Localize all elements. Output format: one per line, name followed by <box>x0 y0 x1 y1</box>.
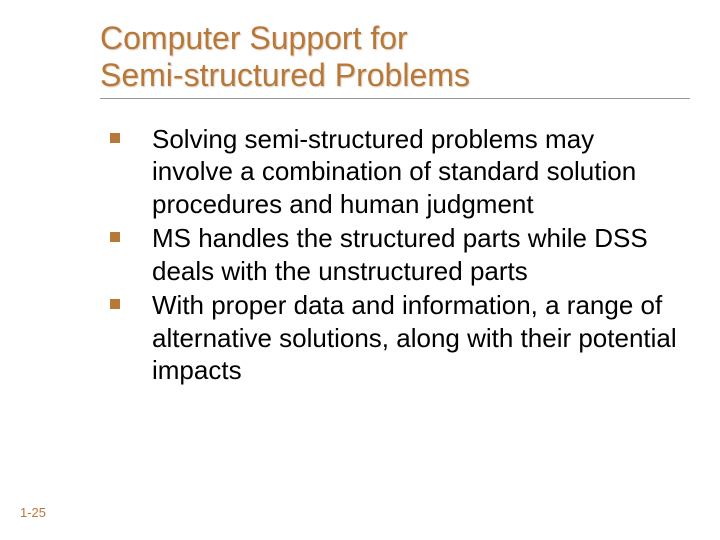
bullet-text: With proper data and information, a rang… <box>152 290 677 385</box>
list-item: MS handles the structured parts while DS… <box>110 222 680 287</box>
slide-title: Computer Support for Semi-structured Pro… <box>100 20 690 94</box>
square-bullet-icon <box>110 133 120 143</box>
title-underline <box>100 98 690 99</box>
title-line-2: Semi-structured Problems <box>100 57 470 93</box>
square-bullet-icon <box>110 299 120 309</box>
slide-container: Computer Support for Semi-structured Pro… <box>0 0 720 540</box>
bullet-text: MS handles the structured parts while DS… <box>152 223 648 286</box>
bullet-text: Solving semi-structured problems may inv… <box>152 124 636 219</box>
square-bullet-icon <box>110 232 120 242</box>
page-number: 1-25 <box>20 505 46 520</box>
list-item: With proper data and information, a rang… <box>110 289 680 387</box>
title-line-1: Computer Support for <box>100 20 408 56</box>
list-item: Solving semi-structured problems may inv… <box>110 123 680 221</box>
bullet-list: Solving semi-structured problems may inv… <box>110 123 680 387</box>
